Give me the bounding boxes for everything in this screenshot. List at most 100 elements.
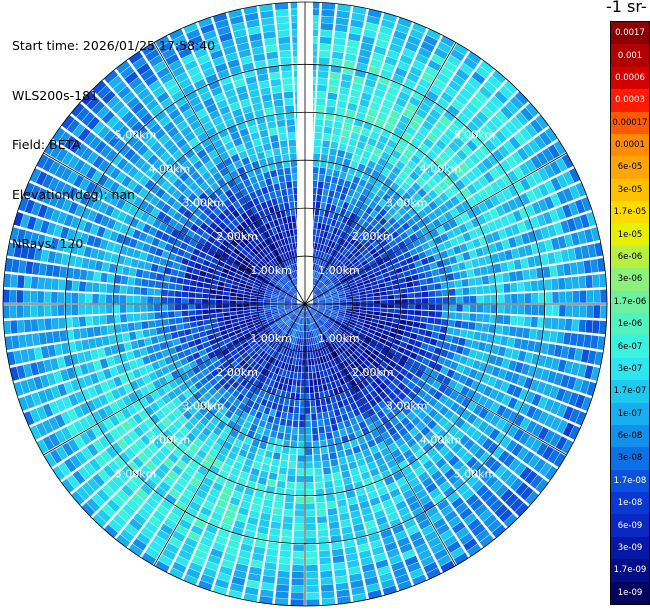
beta-gate xyxy=(424,530,438,542)
beta-gate xyxy=(156,529,170,542)
beta-gate xyxy=(525,391,536,404)
beta-gate xyxy=(288,335,293,343)
beta-gate xyxy=(111,153,123,166)
beta-gate xyxy=(292,564,304,572)
beta-gate xyxy=(476,313,484,322)
beta-gate xyxy=(523,281,532,292)
beta-gate xyxy=(236,310,244,315)
beta-gate xyxy=(394,351,403,359)
beta-gate xyxy=(506,212,517,225)
beta-gate xyxy=(150,195,160,206)
beta-gate xyxy=(525,102,539,118)
beta-gate xyxy=(279,270,285,277)
beta-gate xyxy=(403,149,414,159)
beta-gate xyxy=(514,462,527,476)
beta-gate xyxy=(169,435,181,447)
beta-gate xyxy=(338,313,345,317)
beta-gate xyxy=(330,290,337,294)
beta-gate xyxy=(293,278,298,285)
beta-gate xyxy=(85,166,97,180)
beta-gate xyxy=(498,145,510,158)
beta-gate xyxy=(112,243,122,254)
beta-gate xyxy=(456,363,465,374)
beta-gate xyxy=(529,328,537,340)
beta-gate xyxy=(207,249,216,257)
beta-gate xyxy=(524,304,532,315)
beta-gate xyxy=(295,358,299,366)
beta-gate xyxy=(310,308,316,314)
beta-gate xyxy=(316,188,323,196)
beta-gate xyxy=(321,286,328,292)
beta-gate xyxy=(133,196,144,207)
beta-gate xyxy=(268,535,280,543)
beta-gate xyxy=(311,306,318,311)
beta-gate xyxy=(570,232,581,246)
beta-gate xyxy=(278,310,286,314)
beta-gate xyxy=(136,377,146,388)
beta-gate xyxy=(312,286,318,293)
beta-gate xyxy=(59,369,70,382)
beta-gate xyxy=(155,398,166,409)
beta-gate xyxy=(518,432,531,446)
beta-gate xyxy=(135,107,149,120)
beta-gate xyxy=(365,114,376,124)
beta-gate xyxy=(429,338,438,346)
beta-gate xyxy=(264,336,271,343)
beta-gate xyxy=(374,255,383,263)
beta-gate xyxy=(395,438,406,448)
beta-gate xyxy=(284,398,290,406)
beta-gate xyxy=(291,304,298,306)
beta-gate xyxy=(525,174,537,188)
beta-gate xyxy=(36,187,48,202)
beta-gate xyxy=(45,331,54,344)
beta-gate xyxy=(319,335,324,342)
beta-gate xyxy=(402,165,413,176)
beta-gate xyxy=(259,341,266,348)
beta-gate xyxy=(318,536,330,544)
beta-gate xyxy=(350,319,358,324)
beta-gate xyxy=(354,451,364,461)
beta-gate xyxy=(382,345,391,352)
beta-gate xyxy=(169,325,177,332)
beta-gate xyxy=(443,146,455,158)
beta-gate xyxy=(280,238,286,246)
beta-gate xyxy=(537,167,550,182)
beta-gate xyxy=(91,170,103,183)
beta-gate xyxy=(184,328,192,336)
beta-gate xyxy=(332,555,345,564)
beta-gate xyxy=(57,211,68,225)
beta-gate xyxy=(189,96,202,108)
beta-gate xyxy=(106,284,114,294)
beta-gate xyxy=(440,529,454,542)
beta-gate xyxy=(235,144,246,153)
beta-gate xyxy=(212,426,222,437)
beta-gate xyxy=(316,406,322,414)
beta-gate xyxy=(202,314,210,320)
beta-gate xyxy=(316,328,321,336)
beta-gate xyxy=(453,430,465,442)
beta-gate xyxy=(160,445,171,457)
beta-gate xyxy=(264,377,272,386)
beta-gate xyxy=(185,266,194,274)
beta-gate xyxy=(321,237,326,245)
beta-gate xyxy=(177,442,188,453)
beta-gate xyxy=(26,216,37,230)
beta-gate xyxy=(515,327,524,338)
beta-gate xyxy=(73,420,85,434)
beta-gate xyxy=(349,363,357,371)
beta-gate xyxy=(409,427,420,437)
beta-gate xyxy=(436,373,446,383)
beta-gate xyxy=(263,278,271,284)
beta-gate xyxy=(148,245,158,255)
beta-gate xyxy=(384,421,394,431)
beta-gate xyxy=(277,301,285,303)
beta-gate xyxy=(135,357,145,368)
beta-gate xyxy=(433,493,446,505)
beta-gate xyxy=(325,262,331,270)
beta-gate xyxy=(338,377,346,386)
beta-gate xyxy=(42,403,54,418)
beta-gate xyxy=(263,457,272,465)
beta-gate xyxy=(326,403,333,412)
beta-gate xyxy=(207,351,216,359)
beta-gate xyxy=(397,391,407,401)
